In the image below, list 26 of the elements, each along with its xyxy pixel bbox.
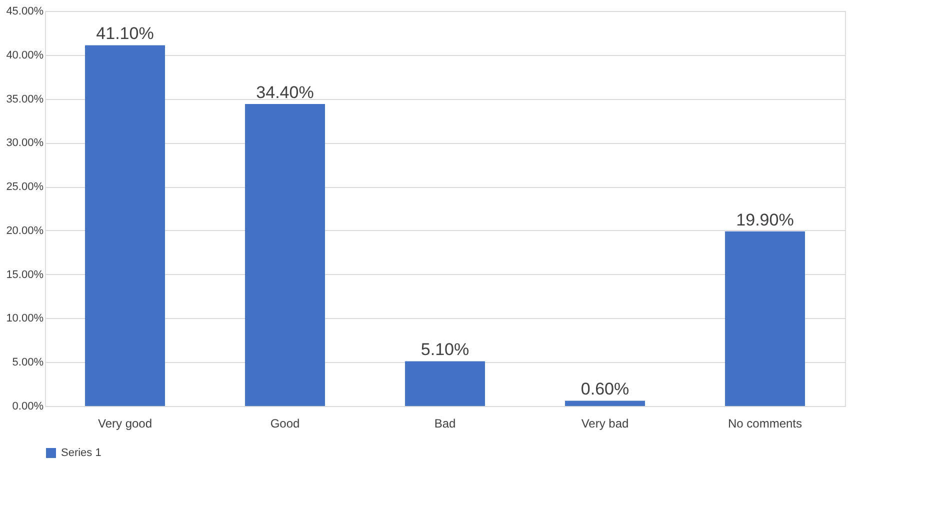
bar (245, 104, 325, 406)
bar (565, 400, 645, 406)
data-label: 19.90% (736, 210, 794, 230)
y-tick-label: 10.00% (6, 312, 44, 325)
y-tick-label: 25.00% (6, 181, 44, 194)
y-tick-label: 0.00% (12, 400, 44, 412)
data-label: 34.40% (256, 83, 314, 102)
legend-label: Series 1 (61, 447, 102, 459)
y-tick-label: 35.00% (6, 93, 44, 106)
y-tick-label: 5.00% (12, 356, 44, 369)
y-tick-label: 40.00% (6, 49, 44, 62)
y-tick-label: 15.00% (6, 268, 44, 281)
data-label: 5.10% (420, 340, 470, 360)
x-tick-label: No comments (728, 416, 802, 430)
bar (725, 231, 805, 406)
data-label: 41.10% (96, 24, 154, 44)
bar (405, 361, 485, 406)
x-tick-label: Good (270, 416, 300, 430)
x-tick-label: Bad (434, 416, 456, 430)
x-tick-label: Very good (98, 416, 152, 430)
bar (85, 45, 165, 406)
y-tick-label: 30.00% (6, 137, 44, 150)
data-label: 0.60% (580, 380, 630, 399)
y-tick-label: 45.00% (6, 6, 44, 18)
y-tick-label: 20.00% (6, 224, 44, 237)
x-tick-label: Very bad (581, 416, 629, 430)
